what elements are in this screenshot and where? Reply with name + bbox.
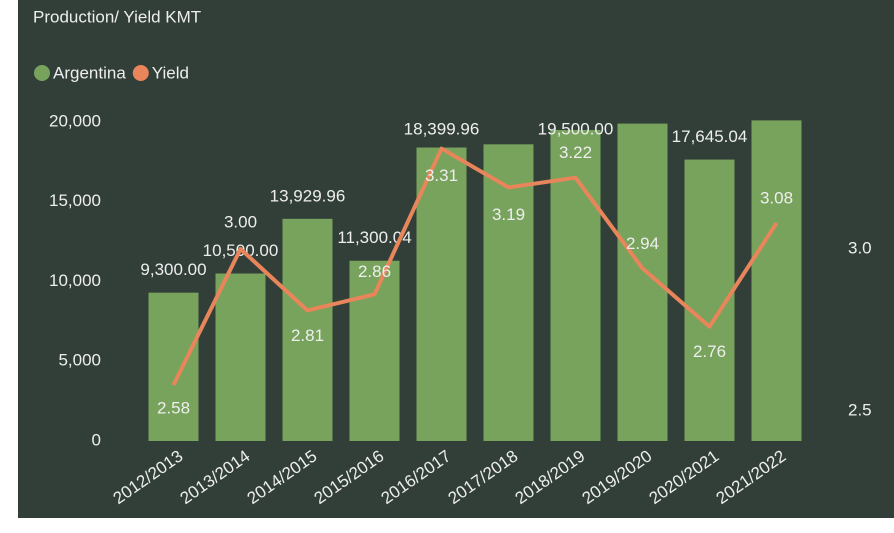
line-value-label: 3.19 <box>492 205 525 224</box>
bar-value-label: 18,399.96 <box>404 119 480 138</box>
bar <box>349 260 400 441</box>
bar-value-label: 9,300.00 <box>140 260 206 279</box>
bar-value-label: 19,500.00 <box>538 119 614 138</box>
y-tick-label: 5,000 <box>58 351 101 370</box>
chart-title: Production/ Yield KMT <box>33 7 201 26</box>
line-value-label: 2.94 <box>626 234 659 253</box>
y-tick-label: 10,000 <box>49 271 101 290</box>
bar <box>483 144 534 441</box>
line-value-label: 2.86 <box>358 262 391 281</box>
bar-value-label: 17,645.04 <box>672 127 748 146</box>
y-tick-label: 0 <box>92 430 101 449</box>
bar <box>148 292 199 441</box>
bar-value-label: 13,929.96 <box>270 186 346 205</box>
line-value-label: 3.00 <box>224 212 257 231</box>
legend-swatch <box>132 65 149 81</box>
bar <box>215 273 266 441</box>
line-value-label: 3.22 <box>559 143 592 162</box>
line-value-label: 3.08 <box>760 189 793 208</box>
legend-label: Argentina <box>53 63 126 82</box>
legend-swatch <box>34 65 50 81</box>
legend-label: Yield <box>152 63 189 82</box>
line-value-label: 2.76 <box>693 342 726 361</box>
y-tick-label: 15,000 <box>49 191 101 210</box>
bar-value-label: 11,300.04 <box>337 228 411 247</box>
bar <box>282 218 333 441</box>
y2-tick-label: 2.5 <box>848 400 872 419</box>
line-value-label: 3.31 <box>425 166 458 185</box>
y-tick-label: 20,000 <box>49 111 101 130</box>
line-value-label: 2.58 <box>157 398 190 417</box>
line-value-label: 2.81 <box>291 326 324 345</box>
y2-tick-label: 3.0 <box>848 238 872 257</box>
yield-line <box>171 146 779 386</box>
bar <box>751 120 802 441</box>
bar <box>416 147 467 442</box>
